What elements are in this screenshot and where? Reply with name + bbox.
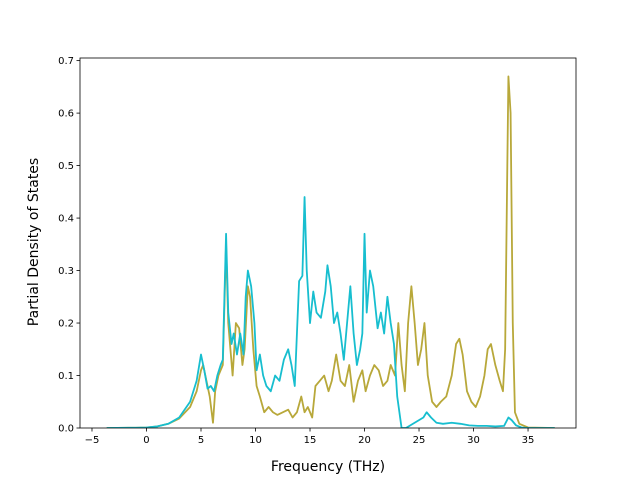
y-tick-label: 0.1 <box>58 371 74 382</box>
y-tick-label: 0.0 <box>58 424 74 435</box>
x-tick-label: 10 <box>249 435 262 446</box>
x-tick-label: −5 <box>85 435 100 446</box>
x-tick-label: 0 <box>143 435 149 446</box>
y-tick-label: 0.2 <box>58 319 74 330</box>
x-tick-label: 5 <box>198 435 204 446</box>
axes-frame <box>79 57 577 429</box>
x-axis-label: Frequency (THz) <box>271 459 385 475</box>
x-tick-label: 20 <box>358 435 371 446</box>
y-tick-label: 0.4 <box>58 214 74 225</box>
y-axis-label: Partial Density of States <box>26 158 42 326</box>
axes: −5 0 5 10 15 20 25 30 35 0.0 0.1 0.2 0.3 0.4 0.5 0.6 0.7 <box>58 56 577 446</box>
y-tick-label: 0.5 <box>58 161 74 172</box>
y-tick-label: 0.6 <box>58 109 74 120</box>
x-tick-label: 15 <box>304 435 317 446</box>
plot-area <box>106 75 556 428</box>
x-tick-label: 25 <box>413 435 426 446</box>
x-tick-label: 35 <box>522 435 535 446</box>
series-line-2 <box>106 196 556 428</box>
y-tick-label: 0.7 <box>58 56 74 67</box>
x-tick-label: 30 <box>467 435 480 446</box>
y-tick-label: 0.3 <box>58 266 74 277</box>
